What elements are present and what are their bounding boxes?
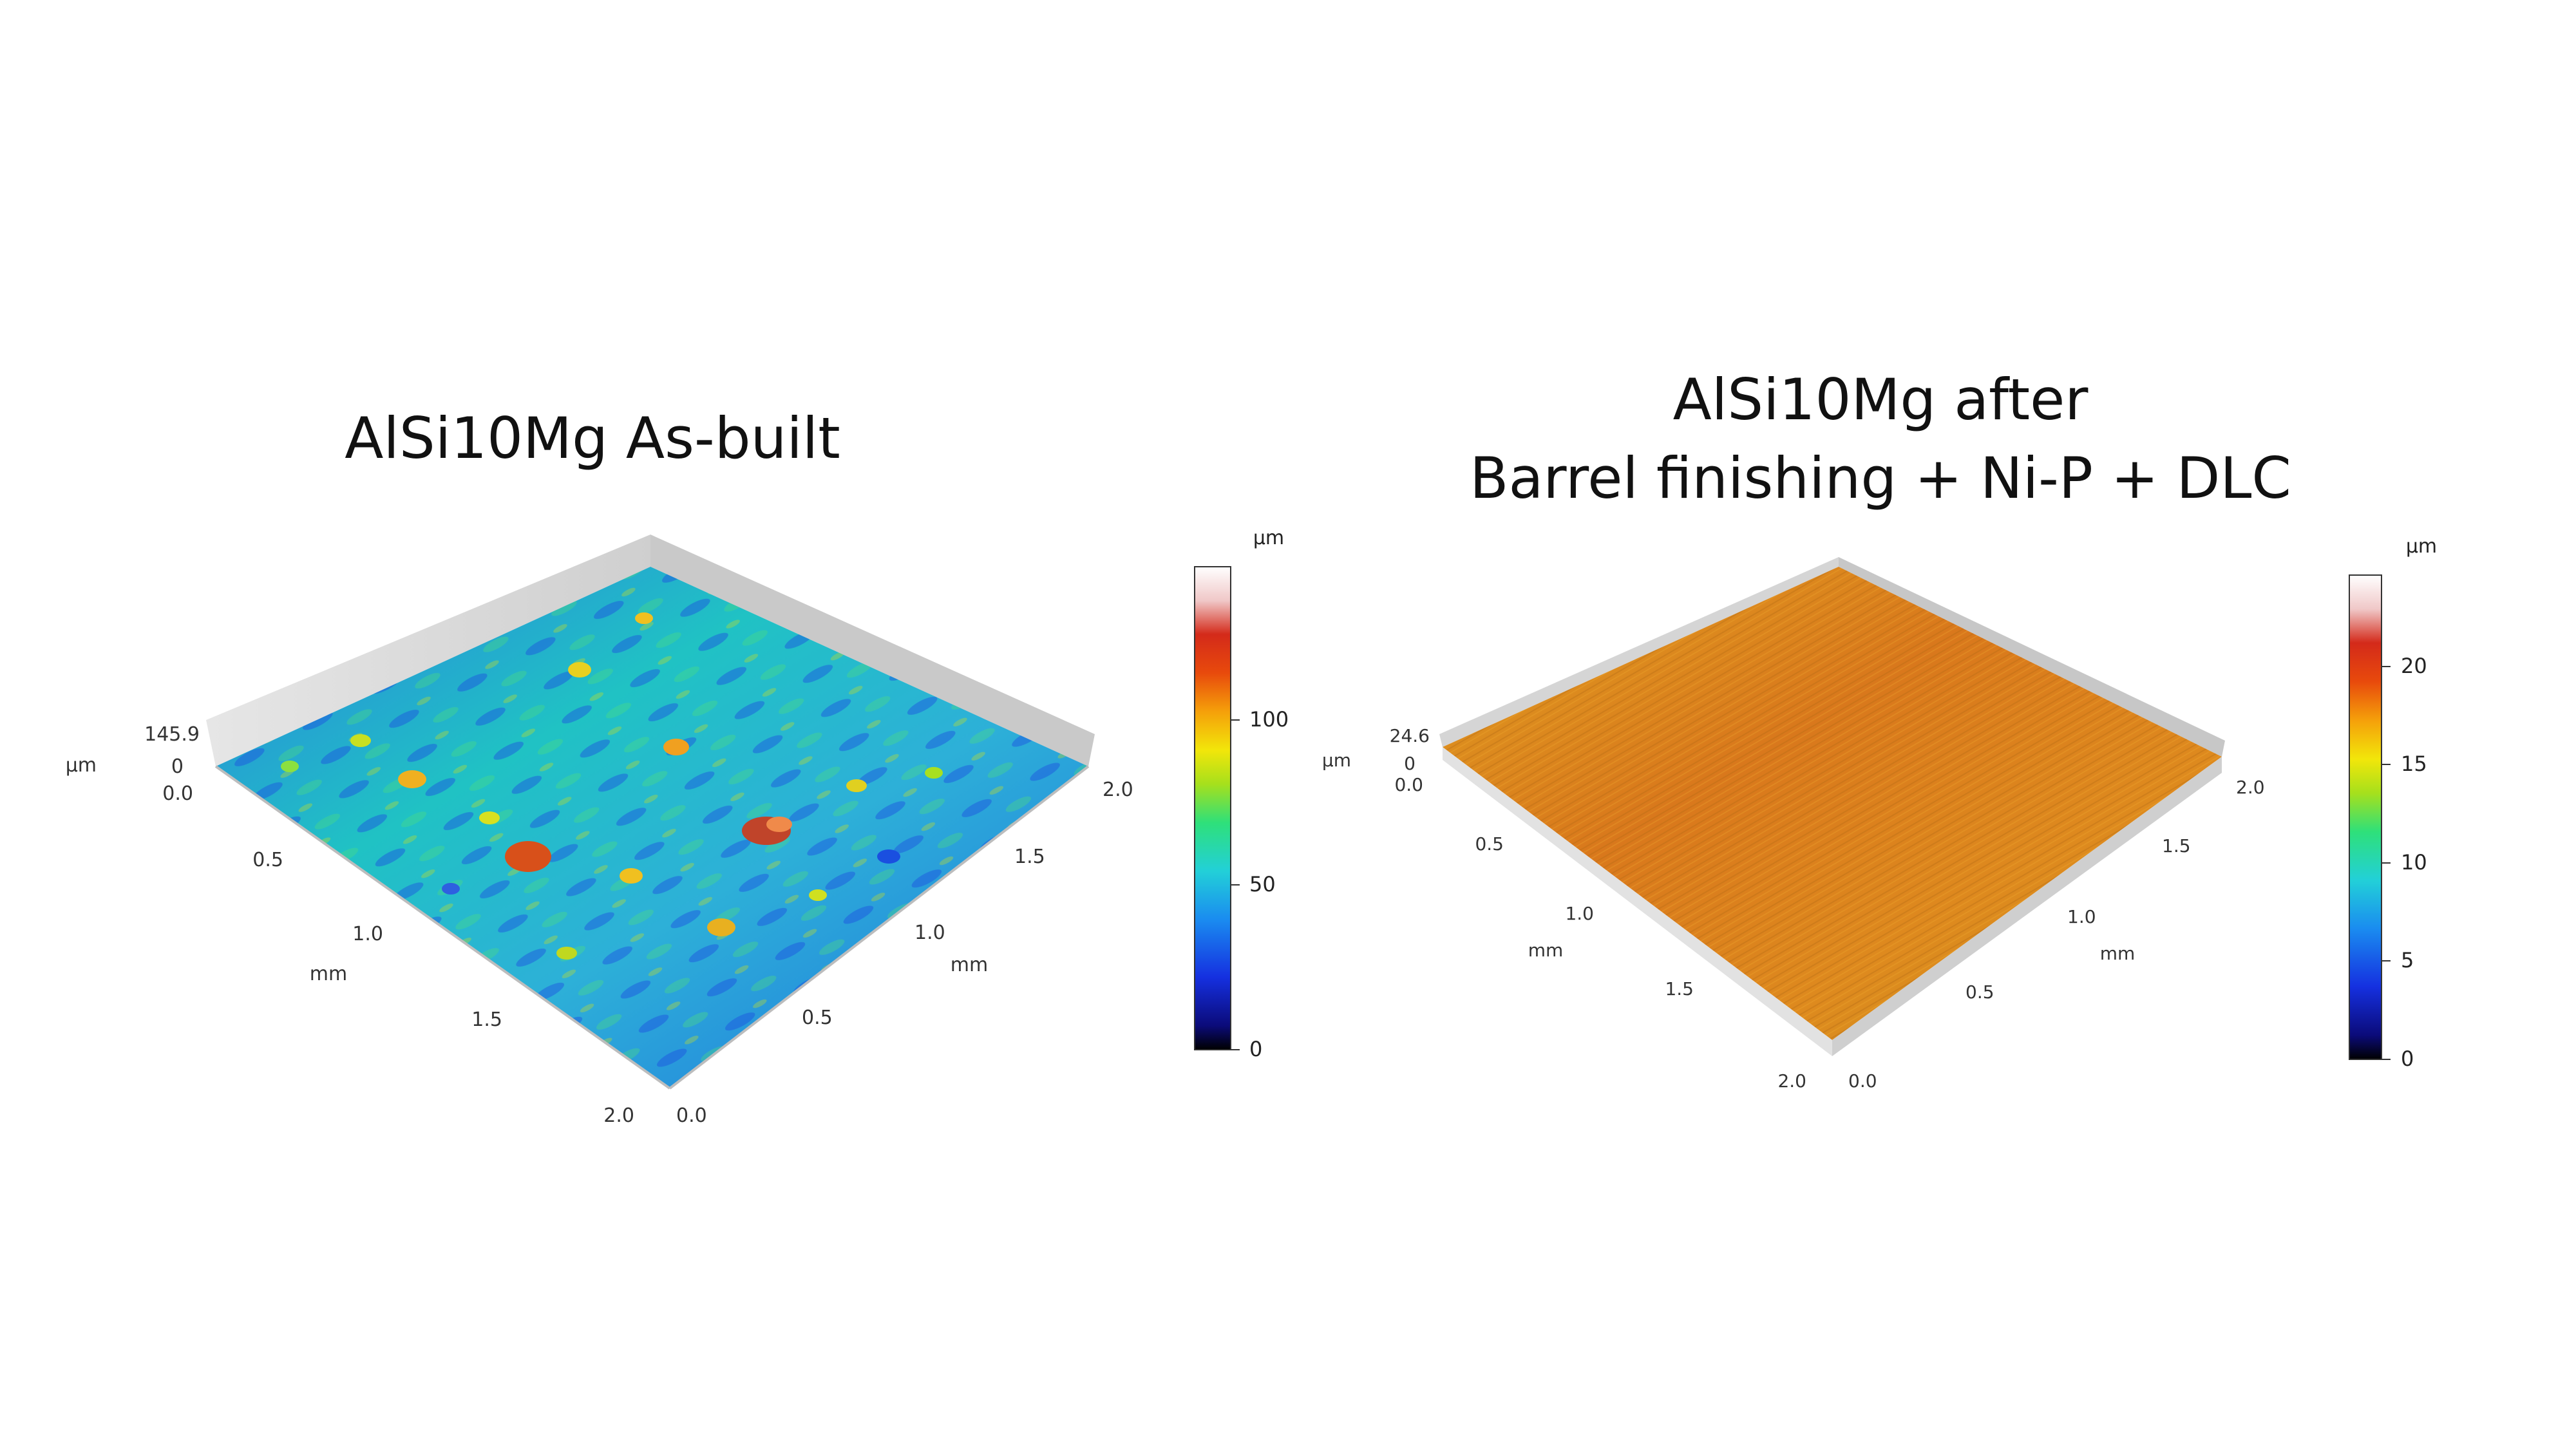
right-x-axis: 0.0 0.5 1.0 1.5 2.0 mm	[1394, 774, 1806, 1092]
left-y-tick-2: 1.0	[914, 922, 945, 944]
right-z-max-label: 24.6	[1390, 725, 1430, 746]
left-colorbar-unit: µm	[1253, 527, 1284, 549]
left-y-tick-3: 1.5	[1014, 846, 1045, 868]
right-x-tick-3: 1.5	[1665, 978, 1694, 999]
right-x-tick-1: 0.5	[1475, 833, 1504, 855]
right-y-tick-0: 0.0	[1848, 1070, 1877, 1092]
right-front-wall-right	[1832, 757, 2222, 1056]
left-x-axis: 0.0 0.5 1.0 1.5 2.0 mm	[162, 782, 634, 1127]
left-y-axis: 0.0 0.5 1.0 1.5 2.0 mm	[676, 779, 1133, 1127]
left-colorbar-tick-2: 100	[1249, 707, 1289, 732]
left-z-unit: µm	[66, 754, 97, 777]
left-y-tick-0: 0.0	[676, 1104, 707, 1127]
right-surface-plot	[1439, 557, 2225, 1056]
left-back-wall-left	[206, 535, 650, 766]
left-colorbar-tick-0: 0	[1249, 1037, 1262, 1061]
right-colorbar-tick-1: 5	[2401, 948, 2414, 972]
right-y-unit: mm	[2100, 943, 2136, 964]
right-y-tick-2: 1.0	[2067, 906, 2096, 927]
right-y-tick-4: 2.0	[2236, 777, 2265, 798]
left-colorbar-gradient	[1194, 566, 1231, 1050]
left-surface-plot	[206, 535, 1095, 1090]
right-colorbar-tick-0: 0	[2401, 1046, 2414, 1071]
left-x-tick-4: 2.0	[603, 1104, 634, 1127]
right-x-tick-2: 1.0	[1565, 903, 1594, 924]
right-x-unit: mm	[1528, 940, 1564, 961]
right-colorbar: µm 0 5 10 15 20	[2349, 535, 2437, 1071]
left-surface-bumps	[281, 612, 943, 960]
left-z-max-label: 145.9	[144, 723, 200, 746]
right-back-wall-left	[1439, 557, 1839, 747]
left-x-tick-3: 1.5	[471, 1009, 502, 1031]
left-y-tick-1: 0.5	[802, 1007, 833, 1029]
right-y-tick-3: 1.5	[2162, 835, 2191, 857]
right-colorbar-tick-4: 20	[2401, 654, 2427, 678]
left-colorbar: µm 0 50 100	[1194, 527, 1289, 1061]
right-colorbar-gradient	[2349, 574, 2382, 1060]
left-y-tick-4: 2.0	[1103, 779, 1133, 801]
right-colorbar-tick-2: 10	[2401, 850, 2427, 875]
left-panel-title: AlSi10Mg As-built	[345, 405, 840, 471]
right-colorbar-unit: µm	[2406, 535, 2437, 558]
left-x-unit: mm	[310, 963, 347, 985]
right-panel-title-line1: AlSi10Mg after	[1672, 366, 2088, 433]
left-surface-texture	[216, 567, 1088, 1088]
right-back-wall-right	[1839, 557, 2225, 757]
right-front-wall-left	[1443, 747, 1832, 1056]
right-surface-texture	[1443, 567, 2222, 1040]
right-panel-title-line2: Barrel finishing + Ni-P + DLC	[1470, 445, 2291, 511]
right-y-tick-1: 0.5	[1965, 981, 1994, 1003]
right-z-zero-label: 0	[1404, 753, 1416, 774]
left-y-unit: mm	[951, 954, 988, 976]
left-z-zero-label: 0	[171, 755, 184, 778]
left-x-tick-0: 0.0	[162, 782, 193, 805]
right-colorbar-tick-3: 15	[2401, 752, 2427, 776]
right-y-axis: 0.0 0.5 1.0 1.5 2.0 mm	[1848, 777, 2265, 1092]
right-z-unit: µm	[1322, 750, 1351, 771]
left-x-tick-2: 1.0	[352, 923, 383, 945]
left-colorbar-tick-1: 50	[1249, 872, 1276, 896]
right-z-axis: 24.6 0 µm	[1322, 725, 1430, 774]
left-z-axis: 145.9 0 µm	[66, 723, 200, 778]
left-x-tick-1: 0.5	[252, 849, 283, 871]
right-x-tick-4: 2.0	[1777, 1070, 1806, 1092]
right-x-tick-0: 0.0	[1394, 774, 1423, 795]
left-back-wall-right	[650, 535, 1095, 766]
